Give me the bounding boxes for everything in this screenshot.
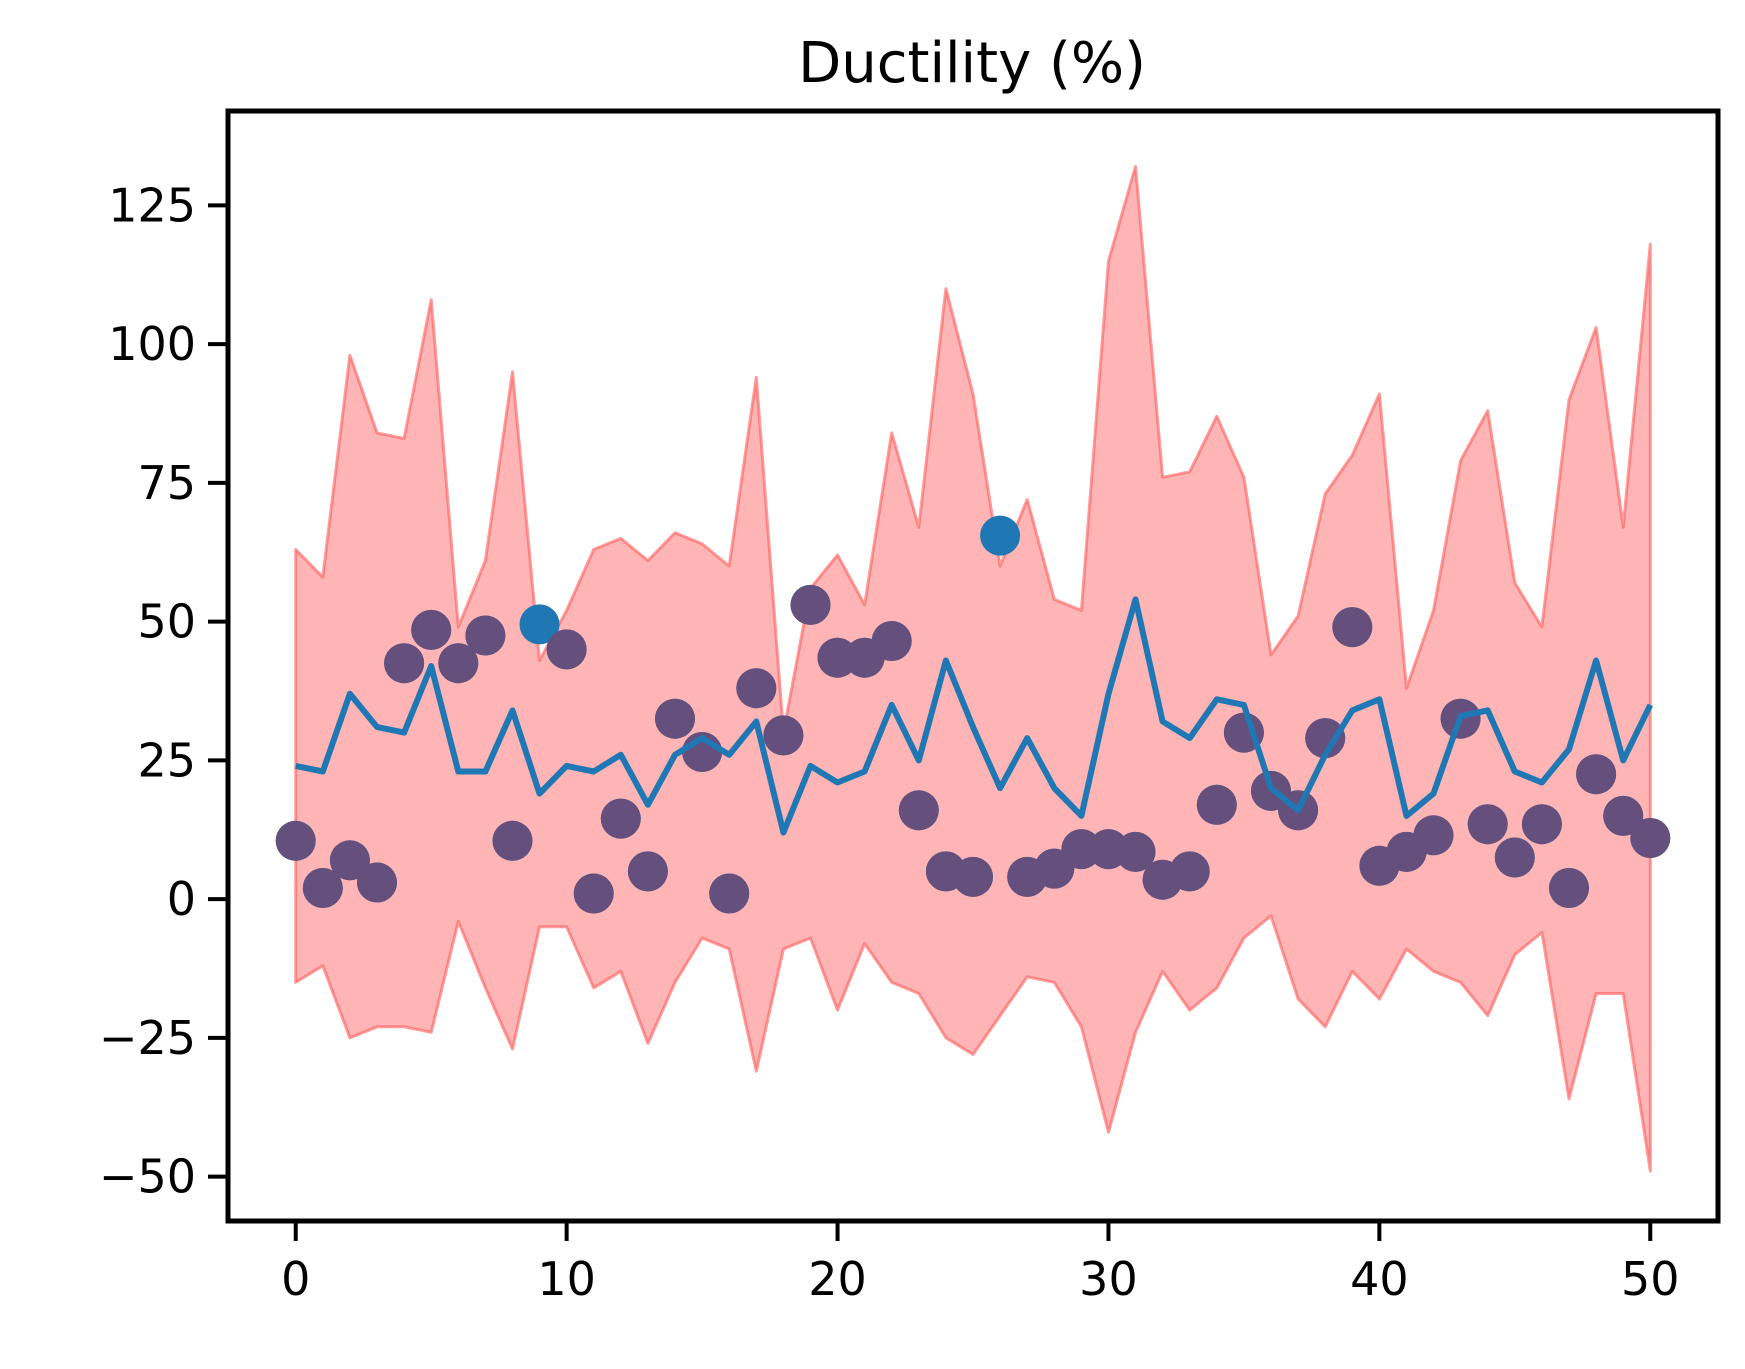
observed-point-in-band bbox=[573, 873, 614, 914]
y-tick-label: 100 bbox=[108, 317, 196, 371]
observed-point-in-band bbox=[1305, 718, 1346, 759]
confidence-band bbox=[294, 165, 1652, 1173]
observed-point-in-band bbox=[329, 840, 370, 881]
observed-point-in-band bbox=[546, 629, 587, 670]
observed-point-in-band bbox=[1603, 795, 1644, 836]
observed-point-in-band bbox=[1494, 837, 1535, 878]
observed-point-in-band bbox=[1467, 804, 1508, 845]
observed-point-in-band bbox=[1332, 607, 1373, 648]
observed-point bbox=[519, 604, 560, 645]
observed-point-in-band bbox=[275, 820, 316, 861]
observed-point-in-band bbox=[898, 790, 939, 831]
observed-point-in-band bbox=[302, 868, 343, 908]
y-tick-label: 25 bbox=[137, 733, 196, 787]
chart-title: Ductility (%) bbox=[798, 31, 1146, 96]
y-tick-label: 125 bbox=[108, 178, 196, 232]
x-tick-label: 0 bbox=[281, 1252, 310, 1306]
y-tick-label: 75 bbox=[137, 456, 196, 510]
observed-point-in-band bbox=[1521, 804, 1562, 845]
x-tick-label: 20 bbox=[808, 1252, 867, 1306]
observed-point-in-band bbox=[1413, 815, 1454, 856]
observed-point-in-band bbox=[790, 584, 831, 625]
x-tick-label: 40 bbox=[1350, 1252, 1409, 1306]
observed-point-in-band bbox=[1115, 831, 1156, 872]
observed-point-in-band bbox=[1576, 754, 1617, 795]
observed-point-in-band bbox=[1169, 851, 1210, 892]
observed-point-in-band bbox=[1630, 818, 1671, 858]
y-tick-label: −25 bbox=[99, 1011, 196, 1065]
plot-area bbox=[275, 165, 1671, 1173]
observed-point-in-band bbox=[763, 715, 804, 756]
x-tick-label: 50 bbox=[1621, 1252, 1680, 1306]
y-tick-label: −50 bbox=[99, 1150, 196, 1204]
plot-frame bbox=[225, 108, 1721, 1224]
observed-point-in-band bbox=[871, 621, 912, 661]
prediction-line bbox=[295, 596, 1653, 836]
observed-point-in-band bbox=[411, 609, 452, 650]
observed-point-in-band bbox=[384, 643, 425, 684]
observed-point-in-band bbox=[357, 862, 397, 903]
x-tick-label: 30 bbox=[1079, 1252, 1138, 1306]
observed-point-in-band bbox=[627, 851, 668, 892]
observed-point-in-band bbox=[492, 820, 533, 861]
observed-point-in-band bbox=[600, 798, 641, 839]
observed-point-in-band bbox=[1549, 868, 1589, 908]
observed-point-in-band bbox=[736, 668, 777, 709]
observed-point-in-band bbox=[709, 873, 750, 914]
y-tick-label: 0 bbox=[167, 872, 196, 926]
observed-point-in-band bbox=[1196, 784, 1237, 825]
observed-point-in-band bbox=[953, 856, 993, 897]
axes: 0 10 20 30 40 50 −50 −25 0 25 50 75 100 125 bbox=[99, 178, 1680, 1306]
y-tick-label: 50 bbox=[137, 595, 196, 649]
x-tick-label: 10 bbox=[537, 1252, 596, 1306]
observed-point-in-band bbox=[655, 698, 695, 739]
observed-point-in-band bbox=[465, 615, 506, 656]
observed-point-in-band bbox=[438, 643, 479, 684]
observed-point bbox=[980, 515, 1021, 556]
